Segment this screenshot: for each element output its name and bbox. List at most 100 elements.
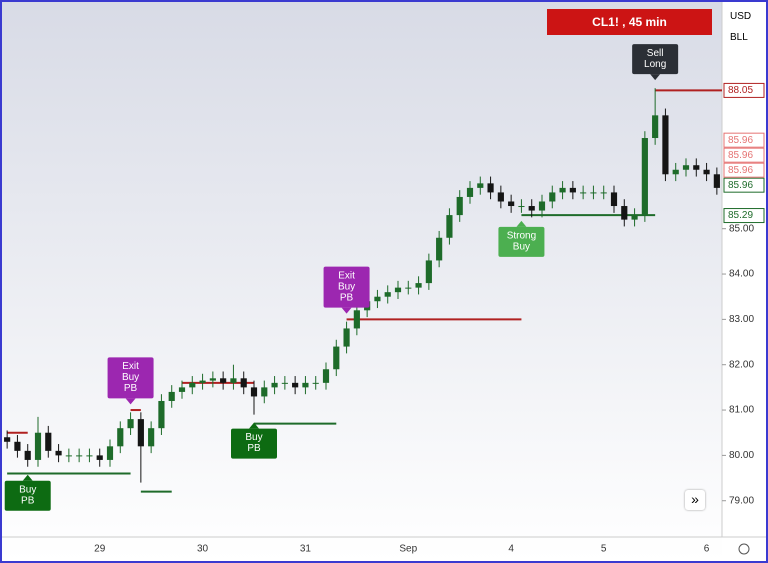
candle-body xyxy=(65,455,72,457)
candle-body xyxy=(55,450,62,456)
y-tick-label: 82.00 xyxy=(729,359,754,370)
candle-body xyxy=(641,138,648,216)
signal-pointer xyxy=(249,422,259,429)
signal-pointer xyxy=(516,220,527,227)
signal-box xyxy=(632,44,679,75)
y-tick-label: 79.00 xyxy=(729,495,754,506)
price-tag-label: 85.96 xyxy=(728,150,753,161)
signal-box xyxy=(107,357,154,399)
signal-text: PB xyxy=(247,443,261,454)
candle-body xyxy=(415,283,422,288)
candle-body xyxy=(610,192,618,207)
candle-body xyxy=(405,287,412,289)
price-tag xyxy=(723,162,765,178)
settings-icon[interactable] xyxy=(738,543,750,555)
signal-text: PB xyxy=(21,495,35,506)
candle-body xyxy=(384,292,391,297)
candle-body xyxy=(250,387,258,397)
y-tick-label: 84.00 xyxy=(729,269,754,280)
x-tick-label: 5 xyxy=(601,544,607,555)
candle-body xyxy=(292,382,299,388)
scroll-button[interactable]: » xyxy=(685,490,705,510)
signal-text: Strong xyxy=(507,230,536,241)
candle-body xyxy=(312,382,319,384)
candle-body xyxy=(600,192,607,194)
candle-body xyxy=(24,450,31,460)
candle-body xyxy=(199,380,206,383)
signal-box xyxy=(4,480,51,511)
candle-body xyxy=(96,455,103,460)
candle-body xyxy=(189,382,196,388)
signal-text: Long xyxy=(644,59,666,70)
candle-body xyxy=(662,115,669,175)
candle-body xyxy=(158,400,165,429)
candle-body xyxy=(14,441,21,451)
candle-body xyxy=(230,378,237,383)
price-tag-label: 85.96 xyxy=(728,165,753,176)
candle-body xyxy=(466,187,474,197)
candle-body xyxy=(220,378,227,383)
candle-body xyxy=(672,169,679,175)
y-tick-label: 80.00 xyxy=(729,450,754,461)
unit-select[interactable]: BLL xyxy=(726,28,766,46)
price-tag xyxy=(723,208,765,224)
candle-body xyxy=(137,419,144,447)
candle-body xyxy=(178,387,186,392)
candle-body xyxy=(281,382,288,384)
candle-body xyxy=(45,432,52,451)
price-tag xyxy=(723,177,765,193)
x-tick-label: 31 xyxy=(300,544,312,555)
candle-body xyxy=(436,237,443,261)
candle-body xyxy=(528,206,535,211)
x-tick-label: 29 xyxy=(94,544,106,555)
candle-body xyxy=(652,115,659,139)
signal-text: Buy xyxy=(122,372,139,383)
signal-text: Sell xyxy=(647,48,664,59)
candle-body xyxy=(682,165,690,170)
price-tag-label: 85.96 xyxy=(728,135,753,146)
price-tag-label: 85.29 xyxy=(728,210,753,221)
candle-body xyxy=(86,455,93,457)
candle-body xyxy=(703,169,710,175)
signal-text: Buy xyxy=(338,281,355,292)
signal-pointer xyxy=(125,398,136,405)
candle-body xyxy=(127,419,134,429)
y-tick-label: 83.00 xyxy=(729,314,754,325)
candle-body xyxy=(240,378,247,388)
signal-text: Exit xyxy=(122,361,139,372)
price-tag xyxy=(723,82,765,98)
candle-body xyxy=(477,183,484,188)
candle-body xyxy=(559,187,566,193)
candle-body xyxy=(353,310,360,329)
candle-body xyxy=(446,215,453,238)
candle-body xyxy=(117,428,124,447)
signal-text: Exit xyxy=(338,270,355,281)
candle-body xyxy=(343,328,350,347)
y-tick-label: 85.00 xyxy=(729,223,754,234)
candle-body xyxy=(322,369,330,383)
candle-body xyxy=(374,296,381,302)
candle-body xyxy=(333,346,340,370)
candle-body xyxy=(209,378,216,381)
signal-box xyxy=(323,266,370,308)
candle-body xyxy=(106,446,114,460)
candle-body xyxy=(621,206,628,220)
currency-select[interactable]: USD xyxy=(726,7,766,25)
price-tag xyxy=(723,132,765,148)
candle-body xyxy=(569,187,576,193)
signal-text: Buy xyxy=(245,432,262,443)
candle-body xyxy=(549,192,556,202)
candle-body xyxy=(148,428,155,447)
candle-body xyxy=(487,183,494,193)
candle-body xyxy=(168,391,175,401)
price-tag-label: 85.96 xyxy=(728,180,753,191)
price-tag-label: 88.05 xyxy=(728,85,753,96)
candle-body xyxy=(631,215,638,220)
candle-body xyxy=(518,206,525,208)
x-tick-label: 30 xyxy=(197,544,209,555)
candle-body xyxy=(261,387,268,397)
candle-body xyxy=(508,201,515,207)
candle-body xyxy=(4,437,11,442)
